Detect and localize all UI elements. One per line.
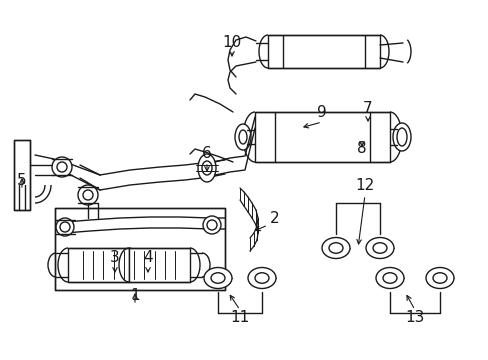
- Polygon shape: [68, 248, 129, 282]
- Text: 1: 1: [130, 288, 140, 302]
- Ellipse shape: [254, 273, 268, 283]
- Text: 5: 5: [17, 172, 27, 188]
- Ellipse shape: [365, 238, 393, 258]
- Ellipse shape: [198, 154, 216, 182]
- Ellipse shape: [239, 130, 246, 144]
- Ellipse shape: [235, 124, 250, 150]
- Polygon shape: [14, 140, 30, 210]
- Ellipse shape: [203, 216, 221, 234]
- Polygon shape: [129, 248, 190, 282]
- Ellipse shape: [372, 243, 386, 253]
- Ellipse shape: [328, 243, 342, 253]
- Polygon shape: [55, 208, 224, 290]
- Ellipse shape: [375, 267, 403, 288]
- Ellipse shape: [425, 267, 453, 288]
- Ellipse shape: [396, 128, 406, 146]
- Ellipse shape: [202, 161, 212, 175]
- Text: 4: 4: [143, 251, 153, 266]
- Text: 13: 13: [405, 310, 424, 325]
- Text: 11: 11: [230, 310, 249, 325]
- Ellipse shape: [83, 190, 93, 200]
- Ellipse shape: [57, 162, 67, 172]
- Text: 6: 6: [202, 145, 211, 161]
- Ellipse shape: [206, 220, 217, 230]
- Ellipse shape: [52, 157, 72, 177]
- Ellipse shape: [321, 238, 349, 258]
- Ellipse shape: [247, 267, 275, 288]
- Ellipse shape: [203, 267, 231, 288]
- Text: 10: 10: [222, 35, 241, 50]
- Text: 12: 12: [355, 177, 374, 193]
- Text: 7: 7: [363, 100, 372, 116]
- Text: 2: 2: [270, 211, 279, 225]
- Text: 8: 8: [356, 140, 366, 156]
- Ellipse shape: [432, 273, 446, 283]
- Polygon shape: [254, 112, 389, 162]
- Ellipse shape: [56, 218, 74, 236]
- Ellipse shape: [382, 273, 396, 283]
- Polygon shape: [267, 35, 379, 68]
- Ellipse shape: [60, 222, 70, 232]
- Ellipse shape: [210, 273, 224, 283]
- Ellipse shape: [392, 123, 410, 151]
- Text: 3: 3: [110, 251, 120, 266]
- Ellipse shape: [78, 185, 98, 205]
- Text: 9: 9: [317, 104, 326, 120]
